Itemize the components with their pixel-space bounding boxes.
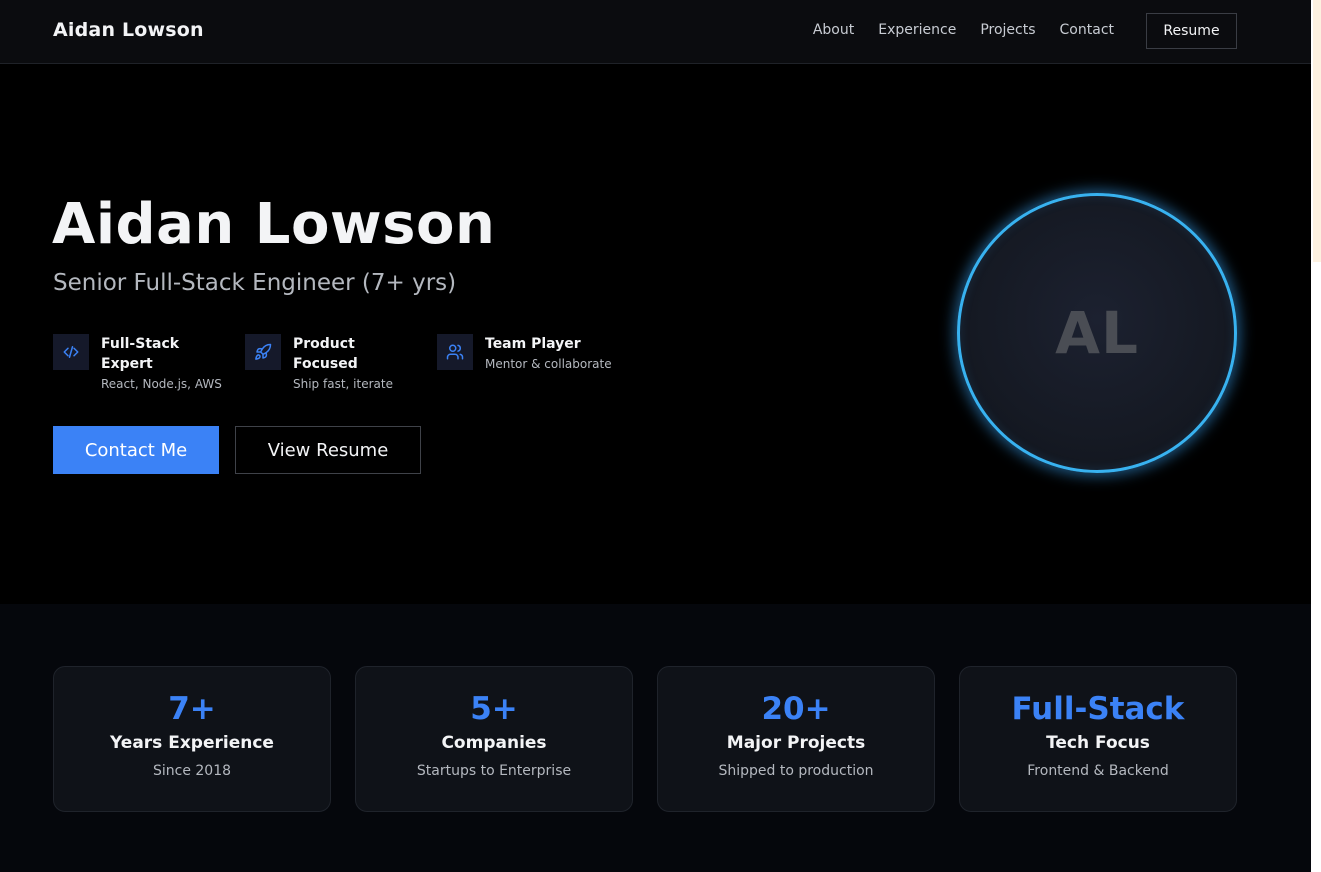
feature-title: Full-Stack Expert	[101, 336, 180, 372]
stat-subtext: Shipped to production	[718, 763, 874, 779]
users-icon	[437, 334, 473, 370]
nav-about-link[interactable]: About	[812, 22, 855, 38]
page-scrollbar[interactable]	[1311, 0, 1321, 872]
stat-label: Tech Focus	[1046, 733, 1150, 753]
stat-value: Full-Stack	[1011, 691, 1185, 727]
main-nav: About Experience Projects Contact	[813, 22, 1114, 38]
site-header: Aidan Lowson About Experience Projects C…	[0, 0, 1311, 64]
feature-title: Team Player	[485, 336, 581, 352]
avatar-initials: AL	[1055, 299, 1139, 367]
scrollbar-thumb[interactable]	[1313, 0, 1321, 262]
stat-card-companies: 5+ Companies Startups to Enterprise	[355, 666, 633, 812]
rocket-icon	[245, 334, 281, 370]
hero-section: Aidan Lowson Senior Full-Stack Engineer …	[0, 64, 1311, 604]
feature-product: Product Focused Ship fast, iterate	[245, 334, 425, 391]
hero-title: Aidan Lowson	[52, 192, 496, 257]
stat-label: Years Experience	[110, 733, 274, 753]
stat-label: Major Projects	[726, 733, 866, 753]
stat-card-projects: 20+ Major Projects Shipped to production	[657, 666, 935, 812]
avatar: AL	[957, 193, 1237, 473]
nav-experience-link[interactable]: Experience	[878, 22, 957, 38]
feature-full-stack: Full-Stack Expert React, Node.js, AWS	[53, 334, 233, 391]
feature-team: Team Player Mentor & collaborate	[437, 334, 637, 371]
feature-description: Mentor & collaborate	[485, 357, 612, 371]
brand-logo[interactable]: Aidan Lowson	[53, 19, 204, 41]
feature-description: Ship fast, iterate	[293, 377, 393, 391]
stat-value: 20+	[761, 691, 831, 727]
stat-value: 5+	[470, 691, 518, 727]
nav-projects-link[interactable]: Projects	[980, 22, 1036, 38]
stat-subtext: Frontend & Backend	[1027, 763, 1169, 779]
stats-section: 7+ Years Experience Since 2018 5+ Compan…	[0, 604, 1311, 872]
stat-subtext: Startups to Enterprise	[416, 763, 572, 779]
stat-subtext: Since 2018	[152, 763, 232, 779]
header-resume-button[interactable]: Resume	[1146, 13, 1237, 49]
stat-value: 7+	[168, 691, 216, 727]
nav-contact-link[interactable]: Contact	[1059, 22, 1114, 38]
stat-card-experience: 7+ Years Experience Since 2018	[53, 666, 331, 812]
view-resume-button[interactable]: View Resume	[235, 426, 421, 474]
feature-description: React, Node.js, AWS	[101, 377, 222, 391]
stat-card-tech-focus: Full-Stack Tech Focus Frontend & Backend	[959, 666, 1237, 812]
stat-label: Companies	[441, 733, 547, 753]
contact-me-button[interactable]: Contact Me	[53, 426, 219, 474]
hero-subtitle: Senior Full-Stack Engineer (7+ yrs)	[53, 270, 457, 296]
feature-title: Product Focused	[293, 336, 358, 372]
code-icon	[53, 334, 89, 370]
